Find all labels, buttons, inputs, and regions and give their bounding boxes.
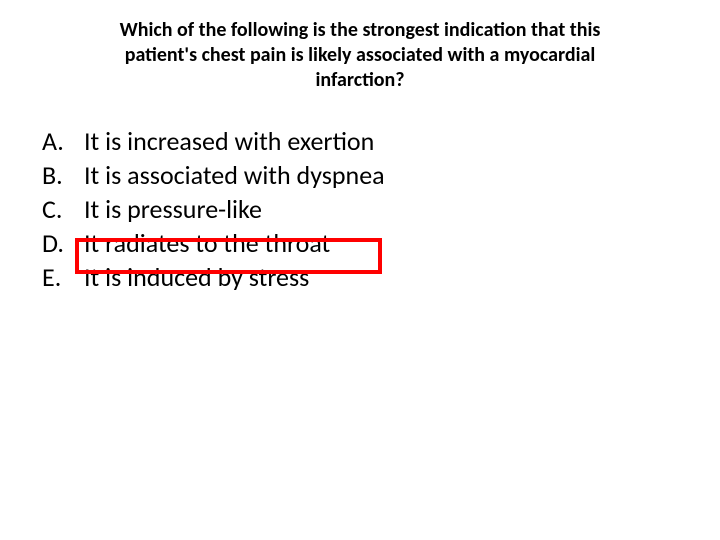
option-letter-c: C. [42, 193, 84, 225]
option-text-a: It is increased with exertion [84, 125, 374, 157]
option-row-a: A. It is increased with exertion [42, 125, 720, 157]
option-letter-b: B. [42, 159, 84, 191]
option-row-e: E. It is induced by stress [42, 261, 720, 293]
option-letter-a: A. [42, 125, 84, 157]
option-letter-e: E. [42, 261, 84, 293]
option-row-b: B. It is associated with dyspnea [42, 159, 720, 191]
option-letter-d: D. [42, 227, 84, 259]
option-text-b: It is associated with dyspnea [84, 159, 385, 191]
options-container: A. It is increased with exertion B. It i… [0, 93, 720, 293]
option-row-c: C. It is pressure-like [42, 193, 720, 225]
question-container: Which of the following is the strongest … [0, 0, 720, 93]
question-text: Which of the following is the strongest … [60, 18, 660, 93]
option-text-c: It is pressure-like [84, 193, 262, 225]
option-row-d: D. It radiates to the throat [42, 227, 720, 259]
option-text-d: It radiates to the throat [84, 227, 330, 259]
option-text-e: It is induced by stress [84, 261, 309, 293]
